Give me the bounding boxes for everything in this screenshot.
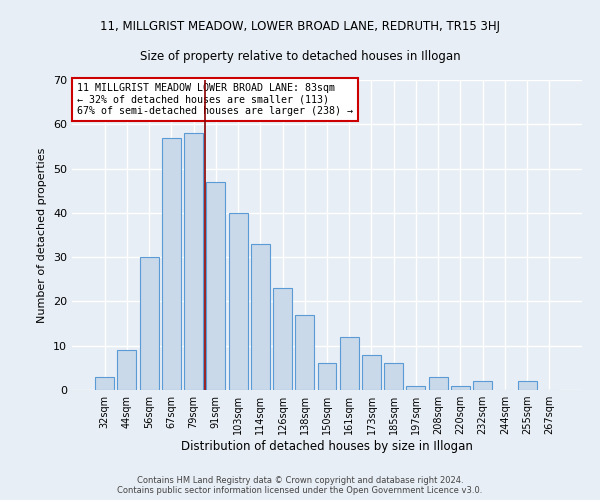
Bar [95, 376, 114, 390]
Bar [473, 381, 492, 390]
Bar [273, 288, 292, 390]
Y-axis label: Number of detached properties: Number of detached properties [37, 148, 47, 322]
Bar [251, 244, 270, 390]
Text: 11, MILLGRIST MEADOW, LOWER BROAD LANE, REDRUTH, TR15 3HJ: 11, MILLGRIST MEADOW, LOWER BROAD LANE, … [100, 20, 500, 33]
Bar [340, 337, 359, 390]
Text: 11 MILLGRIST MEADOW LOWER BROAD LANE: 83sqm
← 32% of detached houses are smaller: 11 MILLGRIST MEADOW LOWER BROAD LANE: 83… [77, 83, 353, 116]
Bar [362, 354, 381, 390]
Bar [229, 213, 248, 390]
Bar [206, 182, 225, 390]
Bar [118, 350, 136, 390]
X-axis label: Distribution of detached houses by size in Illogan: Distribution of detached houses by size … [181, 440, 473, 453]
Text: Contains HM Land Registry data © Crown copyright and database right 2024.
Contai: Contains HM Land Registry data © Crown c… [118, 476, 482, 495]
Bar [184, 133, 203, 390]
Bar [162, 138, 181, 390]
Bar [317, 364, 337, 390]
Bar [295, 314, 314, 390]
Bar [406, 386, 425, 390]
Bar [140, 257, 158, 390]
Bar [518, 381, 536, 390]
Bar [429, 376, 448, 390]
Bar [451, 386, 470, 390]
Bar [384, 364, 403, 390]
Text: Size of property relative to detached houses in Illogan: Size of property relative to detached ho… [140, 50, 460, 63]
